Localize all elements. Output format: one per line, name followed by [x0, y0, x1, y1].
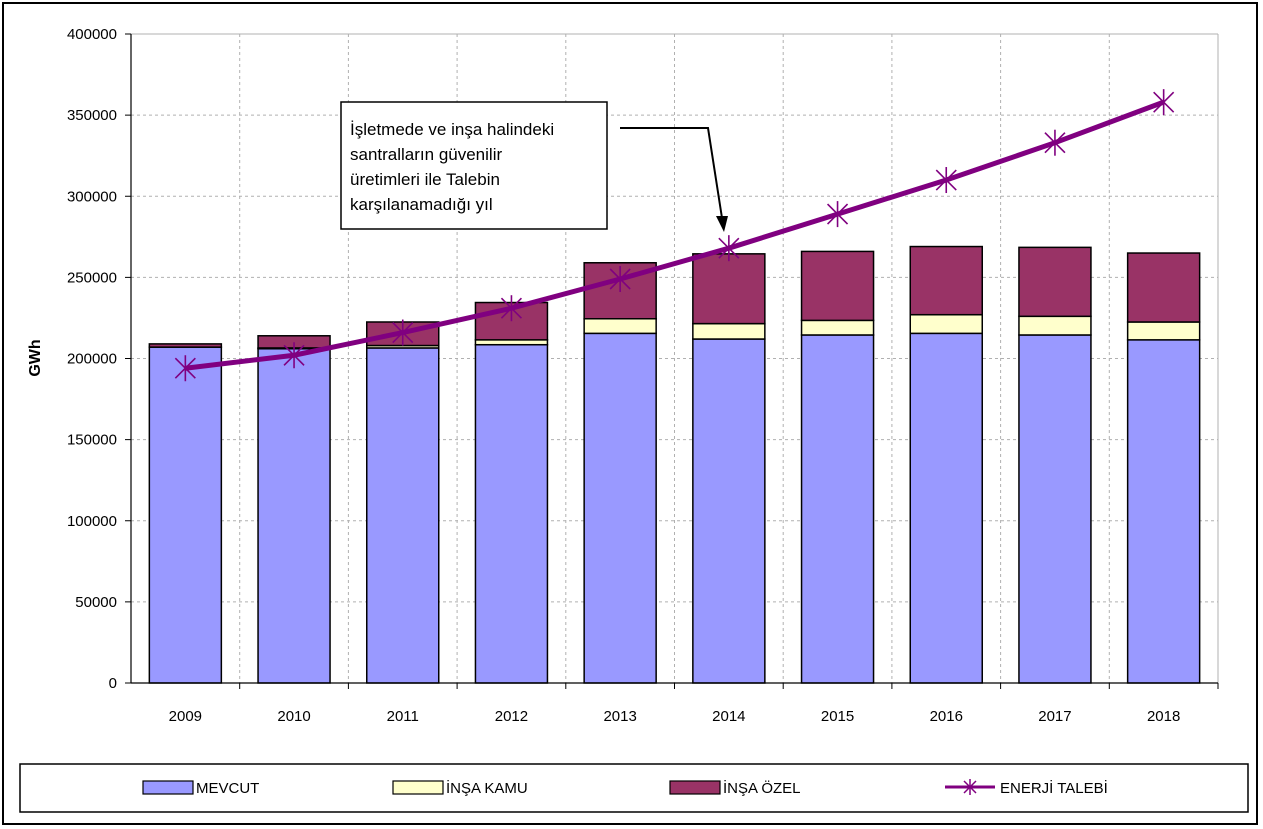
line-marker-2010: [283, 342, 305, 369]
y-tick-label: 50000: [75, 594, 117, 611]
bar-2014-series-2: [692, 253, 766, 325]
legend-swatch-mevcut: [142, 780, 194, 795]
bar-2013-series-1: [583, 317, 657, 335]
x-tick-label: 2016: [930, 708, 963, 725]
line-marker-2015: [826, 201, 849, 228]
line-marker-2009: [174, 355, 196, 382]
y-tick-label: 300000: [67, 188, 117, 205]
bar-2017-series-0: [1018, 334, 1092, 684]
y-tick-label: 100000: [67, 513, 117, 530]
line-marker-2013: [609, 265, 631, 292]
bar-2017-series-2: [1018, 246, 1092, 318]
x-tick-label: 2011: [387, 708, 419, 725]
plot-area: 0 50000 100000 150000 200000 250000 300000 3500…: [67, 26, 1219, 725]
bar-2016-series-2: [909, 245, 983, 316]
legend-label-enerji-talebi: ENERJİ TALEBİ: [1000, 779, 1108, 797]
line-marker-2016: [935, 167, 957, 194]
annotation-line-2: santralların güvenilir: [350, 145, 502, 164]
line-energy-demand: [185, 99, 1165, 371]
bar-2009-series-2: [148, 343, 223, 348]
y-tick-label: 150000: [67, 432, 117, 449]
legend-box: [19, 763, 1249, 813]
legend-label-insa-ozel: İNŞA ÖZEL: [723, 779, 801, 797]
line-marker-2017: [1044, 129, 1066, 156]
x-tick-label: 2012: [495, 708, 528, 725]
y-tick-label: 250000: [67, 269, 117, 286]
bar-2015-series-0: [800, 334, 875, 684]
annotation-line-4: karşılanamadığı yıl: [350, 195, 493, 214]
annotation-box: [340, 101, 608, 230]
bar-2014-series-0: [692, 338, 766, 684]
annotation-line-1: İşletmede ve inşa halindeki: [350, 120, 554, 139]
annotation-arrow-head: [716, 216, 728, 232]
bar-2016-series-1: [909, 313, 983, 335]
y-tick-label: 350000: [67, 107, 117, 124]
line-marker-2014: [718, 235, 740, 262]
annotation-callout: İşletmede ve inşa halindeki santralların…: [340, 101, 728, 232]
bar-2014-series-1: [692, 322, 766, 340]
x-tick-label: 2014: [712, 708, 745, 725]
x-tick-label: 2017: [1038, 708, 1071, 725]
x-tick-label: 2018: [1147, 708, 1180, 725]
legend-marker-enerji-talebi: [963, 779, 977, 795]
bar-2011-series-0: [366, 347, 440, 684]
legend-swatch-insa-ozel: [669, 780, 721, 795]
y-tick-label: 400000: [67, 26, 117, 43]
annotation-line-3: üretimleri ile Talebin: [350, 170, 500, 189]
legend-label-mevcut: MEVCUT: [196, 780, 259, 797]
line-marker-2011: [392, 319, 414, 346]
bar-2018-series-0: [1126, 339, 1201, 684]
bar-2018-series-1: [1126, 321, 1201, 341]
bar-2015-series-1: [800, 319, 875, 336]
legend-swatch-insa-kamu: [392, 780, 444, 795]
bar-2013-series-0: [583, 332, 657, 684]
x-tick-label: 2009: [169, 708, 202, 725]
bar-2010-series-0: [257, 348, 331, 684]
legend: MEVCUT İNŞA KAMU İNŞA ÖZEL ENERJİ TALEBİ: [19, 763, 1249, 813]
bar-2018-series-2: [1126, 252, 1201, 323]
bar-2009-series-0: [148, 346, 223, 684]
bar-2017-series-1: [1018, 315, 1092, 336]
bar-2015-series-2: [800, 250, 875, 322]
annotation-arrow-line: [620, 127, 723, 219]
x-tick-label: 2013: [603, 708, 636, 725]
x-tick-label: 2010: [277, 708, 310, 725]
y-tick-label: 200000: [67, 351, 117, 368]
line-marker-2018: [1153, 89, 1175, 116]
y-axis-label: GWh: [27, 339, 44, 376]
y-tick-label: 0: [109, 675, 117, 692]
line-marker-2012: [500, 295, 523, 322]
x-tick-label: 2015: [821, 708, 854, 725]
bar-2016-series-0: [909, 332, 983, 684]
bar-2012-series-0: [474, 343, 549, 684]
legend-label-insa-kamu: İNŞA KAMU: [446, 779, 528, 797]
